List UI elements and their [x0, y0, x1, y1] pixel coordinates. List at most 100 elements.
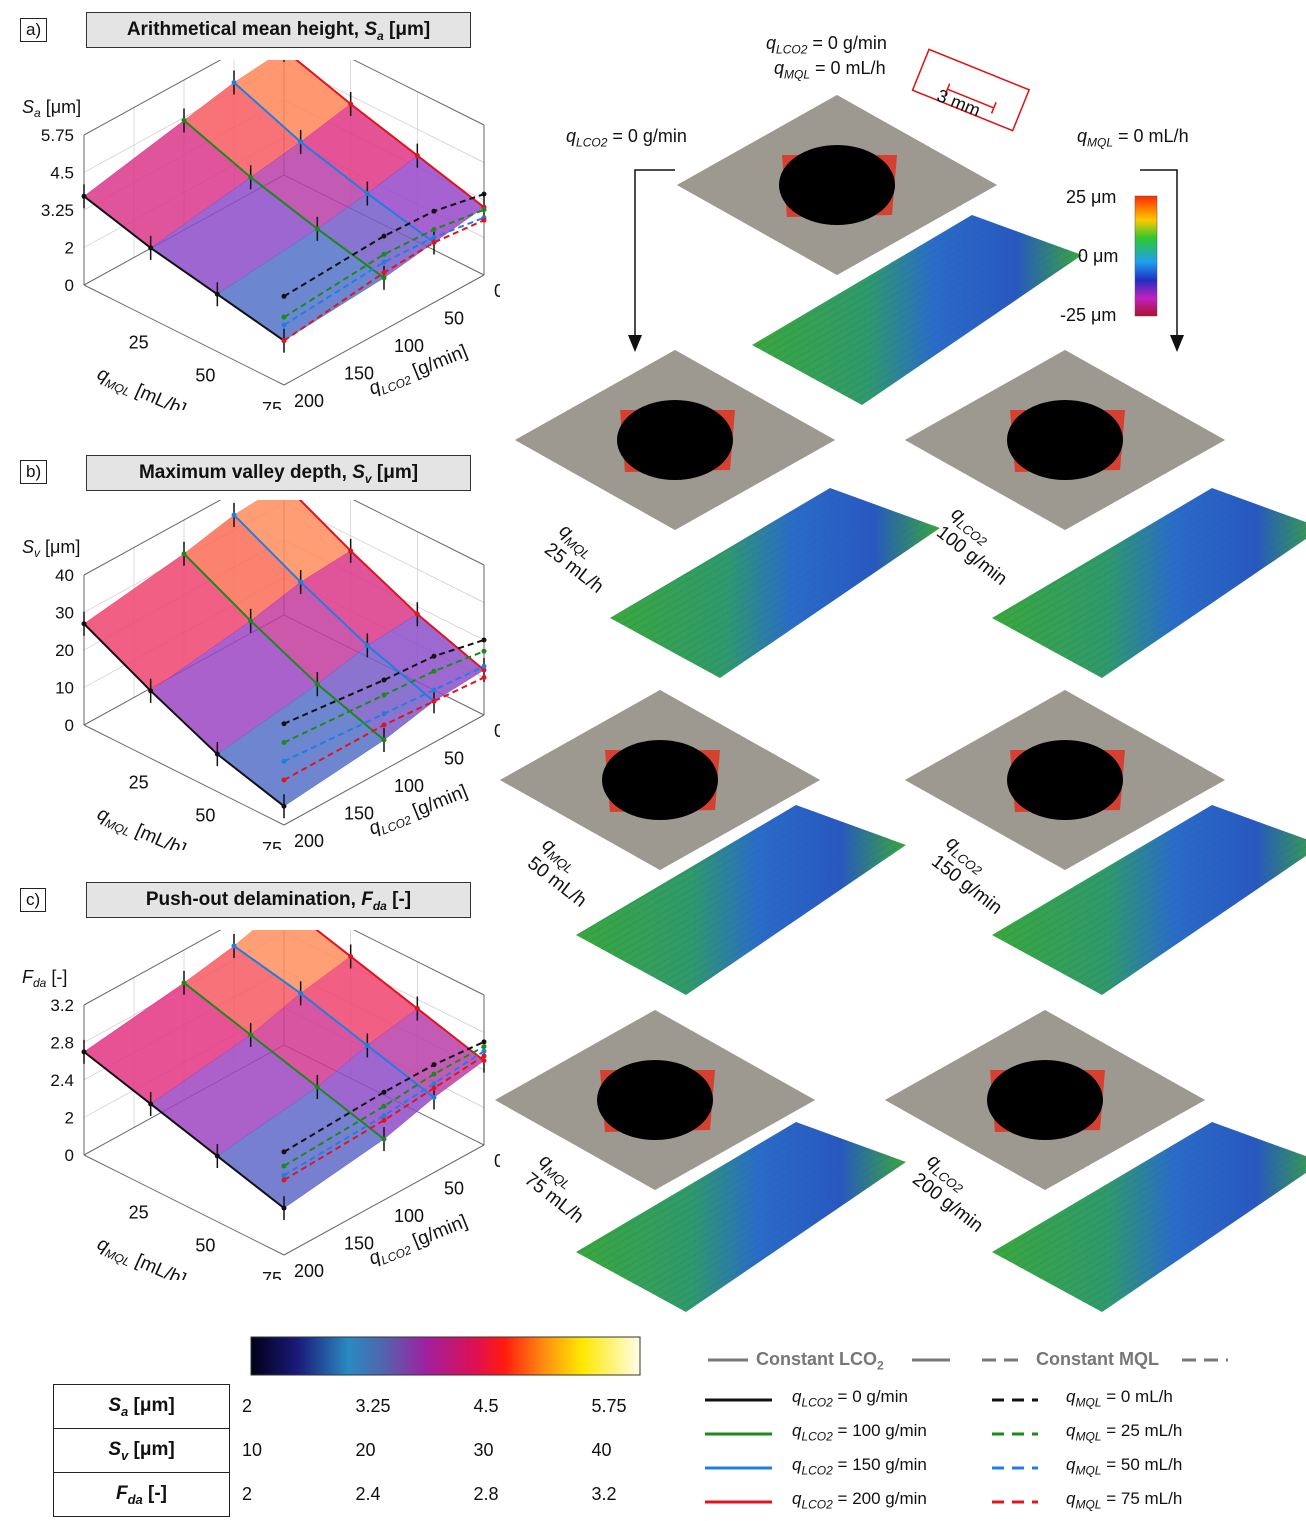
mql-tick-label: 75: [262, 1269, 282, 1280]
series-dashed-line: [283, 1040, 485, 1153]
data-point: [381, 737, 387, 743]
data-point: [431, 653, 437, 659]
series-line: [183, 553, 385, 741]
legend-item-dashed: qMQL = 0 mL/h: [1066, 1387, 1173, 1409]
data-point: [281, 314, 287, 320]
x-axis-label: qMQL [mL/h]: [93, 1233, 189, 1280]
legend-q: q: [1066, 1421, 1076, 1440]
lco2-tick-label: 150: [344, 1234, 374, 1254]
data-point: [181, 980, 187, 986]
x-axis-label: qMQL [mL/h]: [93, 803, 189, 850]
legend-sub: MQL: [1075, 1429, 1102, 1444]
t2-sub: da: [127, 1491, 143, 1507]
panel-a-tag: a): [20, 18, 48, 42]
data-point: [431, 226, 437, 232]
legend-val: = 75 mL/h: [1101, 1489, 1183, 1508]
data-point: [314, 226, 320, 232]
t0-sym: S: [108, 1394, 121, 1416]
legend-val: = 25 mL/h: [1101, 1421, 1183, 1440]
legend-item-solid: qLCO2 = 0 g/min: [792, 1387, 908, 1409]
panel-b-title-text: Maximum valley depth,: [138, 462, 353, 483]
z-tick-label: 0: [65, 276, 74, 295]
panel-a-title-sub: a: [377, 28, 384, 43]
arrow-right: [1140, 169, 1178, 340]
axis-frame: [83, 930, 222, 1006]
axis-frame: [83, 284, 285, 386]
z-axis-label: Fda [-]: [22, 967, 67, 990]
series-line: [83, 623, 285, 808]
legend-q: q: [1066, 1387, 1076, 1406]
data-point: [148, 688, 154, 694]
surface-plot-sa: 5.75 4.5 3.25 2 0 Sa [μm] 25 50 75 0 50 100 150 200 qM…: [22, 60, 500, 410]
table-row: Fda [-] 2 2.4 2.8 3.2: [53, 1472, 693, 1517]
data-point: [481, 217, 487, 223]
mql-tick-label: 50: [195, 1236, 215, 1256]
z-tick-label: 30: [55, 604, 74, 623]
leg-lco2-sub: 2: [877, 1358, 884, 1373]
legend-val: = 50 mL/h: [1101, 1455, 1183, 1474]
cell: 3.2: [591, 1484, 617, 1504]
data-point: [231, 943, 237, 949]
axis-frame: [283, 274, 485, 386]
legend-sub: LCO2: [801, 1429, 833, 1444]
panel-a-title-text: Arithmetical mean height,: [126, 19, 365, 40]
legend-val: = 150 g/min: [832, 1455, 927, 1474]
data-point: [281, 322, 287, 328]
heightmap-lco2-100: [992, 488, 1306, 678]
series-dashed-line: [283, 216, 485, 326]
series-dashed-line: [283, 650, 485, 744]
mql-tick-label: 25: [129, 772, 149, 792]
series-dashed-line: [283, 676, 485, 781]
data-point: [281, 293, 287, 299]
z-tick-label: 2: [65, 239, 74, 258]
mql-tick-label: 50: [195, 366, 215, 386]
data-point: [414, 611, 420, 617]
top-center-mql: qMQL = 0 mL/h: [774, 58, 886, 82]
heightmap-lco2-150: [992, 805, 1306, 995]
series-dashed-line: [283, 193, 485, 298]
panel-c-title-sub: da: [372, 898, 387, 913]
table-row: Sa [μm] 2 3.25 4.5 5.75: [53, 1384, 693, 1429]
sample-reference: [677, 95, 997, 275]
height-colorbar: [1134, 195, 1158, 317]
lco2-tick-label: 200: [294, 831, 324, 850]
cell: 5.75: [591, 1396, 627, 1416]
x-axis-label: qMQL [mL/h]: [93, 363, 189, 410]
data-point: [281, 1163, 287, 1169]
z-tick-label: 2.4: [50, 1071, 74, 1090]
series-dashed-line: [283, 665, 485, 763]
data-point: [281, 740, 287, 745]
data-point: [231, 80, 237, 85]
legend-q: q: [792, 1489, 802, 1508]
data-point: [481, 667, 487, 673]
heightmap-lco2-200: [992, 1122, 1306, 1312]
data-point: [381, 1136, 387, 1142]
z-tick-label: 4.5: [50, 164, 74, 183]
data-point: [481, 663, 487, 669]
data-point: [348, 101, 354, 107]
data-point: [431, 234, 437, 240]
series-line: [83, 195, 285, 342]
data-point: [281, 721, 287, 727]
legend-q: q: [792, 1421, 802, 1440]
legend-item-solid: qLCO2 = 200 g/min: [792, 1489, 927, 1511]
lco2-tick-label: 100: [394, 336, 424, 356]
data-point: [431, 1095, 437, 1100]
z-tick-label: 3.25: [41, 201, 74, 220]
legend-q: q: [1066, 1455, 1076, 1474]
panel-c-title-text: Push-out delamination,: [145, 889, 362, 910]
data-point: [281, 758, 287, 764]
data-point: [431, 208, 437, 214]
panel-b-tag: b): [20, 460, 48, 484]
series-line: [233, 81, 435, 244]
tr-q: q: [1077, 126, 1088, 146]
cell: 30: [473, 1440, 494, 1460]
legend-val: = 0 mL/h: [1101, 1387, 1173, 1406]
data-point: [381, 677, 387, 683]
lco2-tick-label: 0: [494, 1151, 500, 1171]
data-point: [431, 1071, 437, 1077]
sample-lco2-200: [885, 1010, 1205, 1190]
axis-frame: [283, 1144, 485, 1256]
heightmap-stripes: [576, 1122, 906, 1312]
